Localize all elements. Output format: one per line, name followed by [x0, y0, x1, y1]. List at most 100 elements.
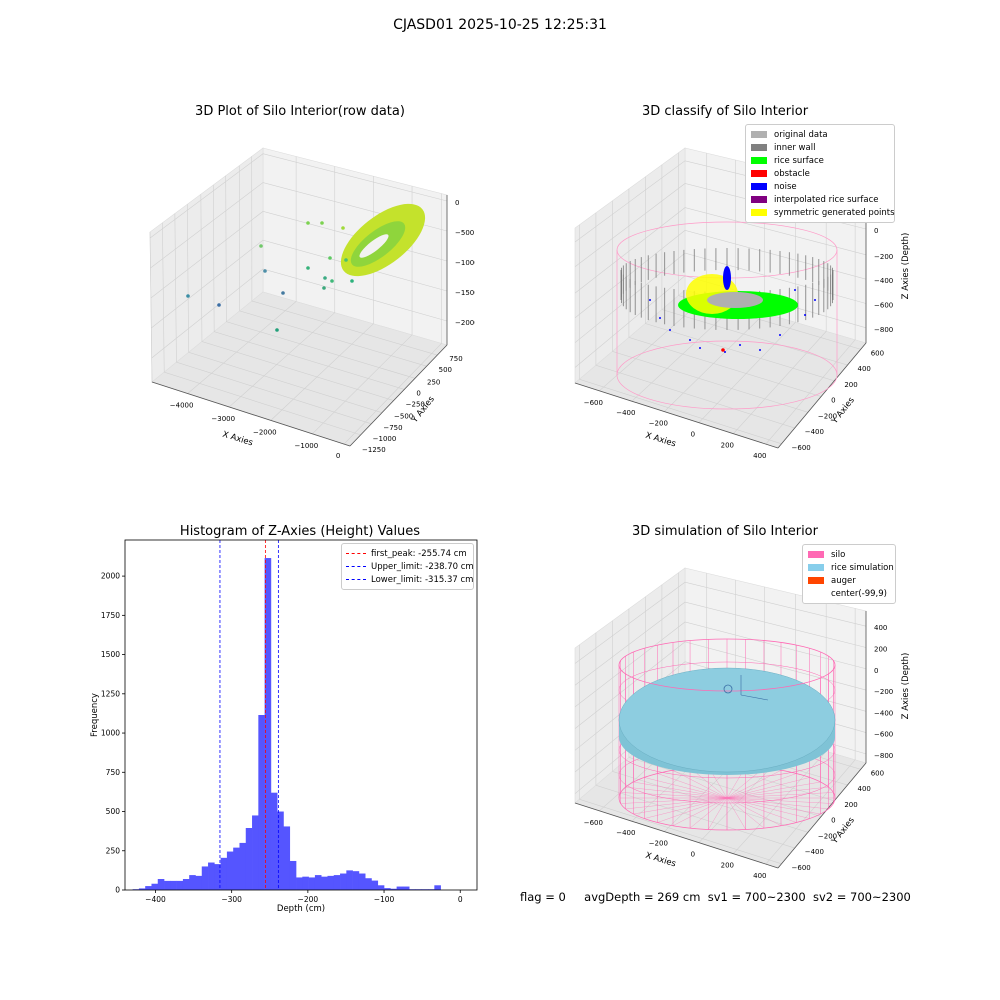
x-tick-label: −200 [649, 420, 668, 428]
panel1-title: 3D Plot of Silo Interior(row data) [195, 104, 405, 119]
legend-item: rice surface [751, 154, 889, 167]
simulation-legend: silo rice simulation auger center(-99,9) [802, 544, 896, 604]
y-tick-label: 1750 [101, 611, 120, 620]
y-axis-label: Frequency [90, 693, 100, 737]
z-tick-label: −600 [874, 301, 893, 309]
x-axis-line [574, 382, 779, 449]
x-tick-label: 0 [691, 851, 695, 859]
silo-mesh-spoke [625, 786, 728, 799]
y-tick-label: −200 [818, 412, 837, 420]
legend-item: center(-99,9) [808, 587, 890, 600]
x-gridline [343, 193, 442, 445]
x-tick-label: −400 [616, 409, 635, 417]
y-gridline [225, 175, 416, 379]
silo-mesh-spoke [726, 797, 829, 810]
legend-swatch [751, 196, 767, 203]
z-tick-label: −200 [874, 688, 893, 696]
noise-point [699, 347, 701, 349]
y-tick-label: −200 [818, 832, 837, 840]
center-axis-x [740, 694, 769, 701]
silo-top-ring [618, 638, 836, 692]
z-gridline [151, 268, 448, 359]
x-tick-label: 200 [721, 442, 734, 450]
x-tick-label: 400 [753, 872, 766, 880]
y-tick-label: 0 [831, 397, 835, 405]
histogram-bar [390, 888, 397, 890]
data-point [281, 291, 285, 295]
y-tick-label: 750 [106, 768, 121, 777]
x-gridline [765, 188, 856, 445]
histogram-bar [352, 871, 360, 890]
x-tick-label: −3000 [211, 415, 235, 423]
status-line: flag = 0 avgDepth = 269 cm sv1 = 700~230… [520, 890, 911, 904]
x-gridline [765, 608, 856, 865]
data-point [328, 256, 332, 260]
panel2-title: 3D classify of Silo Interior [641, 104, 809, 119]
y-tick-label: −600 [792, 444, 811, 452]
y-gridline [612, 620, 809, 833]
y-tick-label: 1250 [101, 689, 120, 698]
histogram-bar [170, 880, 177, 890]
histogram-bar [220, 857, 228, 890]
histogram-bar [321, 876, 328, 890]
z-tick-label: −400 [874, 709, 893, 717]
data-point [350, 279, 354, 283]
x-tick-label: −600 [584, 399, 603, 407]
y-tick-label: −1000 [373, 435, 397, 443]
legend-label: rice simulation [831, 562, 894, 573]
silo-mesh-spoke [726, 797, 797, 823]
legend-label: rice surface [774, 155, 824, 166]
silo-mesh-spoke [672, 797, 728, 826]
histogram-bar [384, 888, 391, 890]
histogram-bar [302, 876, 309, 890]
y-gridline [645, 176, 835, 382]
original-data-region [707, 292, 763, 308]
x-tick-label: 0 [336, 452, 340, 460]
x-gridline [733, 181, 827, 434]
silo-mesh-spoke [726, 797, 834, 804]
silo-mesh-spoke [726, 792, 834, 799]
histogram-bar [333, 875, 341, 890]
x-tick-label: 0 [691, 431, 695, 439]
legend-swatch [808, 564, 824, 571]
plot-frame [124, 539, 478, 891]
z-tick-label: 400 [874, 624, 887, 632]
silo-mesh-spoke [726, 781, 821, 799]
y-gridline [186, 204, 383, 413]
z-tick-label: 0 [455, 199, 459, 207]
y-tick-label: 400 [858, 785, 871, 793]
legend-item: noise [751, 180, 889, 193]
histogram-bar [233, 847, 240, 890]
y-gridline [200, 194, 394, 401]
z-tick-label: −2000 [455, 319, 475, 327]
y-tick-label: 1000 [101, 729, 120, 738]
histogram-bar [377, 885, 385, 890]
histogram-bar [157, 879, 165, 890]
x-tick-label: −400 [145, 895, 166, 904]
legend-swatch [751, 170, 767, 177]
histogram-bar [283, 826, 291, 890]
x-tick-label: 400 [753, 452, 766, 460]
histogram-bar [195, 875, 203, 890]
noise-point [669, 329, 671, 331]
legend-item: first_peak: -255.74 cm [346, 547, 469, 560]
y-tick-label: 750 [449, 355, 462, 363]
silo-mesh-spoke [726, 797, 821, 815]
noise-point [649, 299, 651, 301]
legend-swatch [346, 553, 366, 554]
z-tick-label: 0 [874, 227, 878, 235]
silo-mesh-spoke [620, 792, 728, 799]
data-point [263, 269, 267, 273]
auger-marker [723, 684, 733, 694]
z-tick-label: −400 [874, 277, 893, 285]
raw-data-3d-plot: −4000 −3000 −2000 −1000 0 −1250 −1000 −750 −500 −… [149, 147, 475, 460]
silo-mesh-spoke [633, 781, 728, 799]
histogram-bar [289, 860, 297, 890]
histogram-bar [189, 875, 196, 890]
y-tick-label: 500 [106, 807, 121, 816]
z-tick-label: −800 [874, 752, 893, 760]
y-gridline [238, 165, 427, 367]
silo-mesh-spoke [625, 797, 728, 810]
legend-swatch [808, 590, 824, 597]
histogram-bar [164, 880, 171, 890]
